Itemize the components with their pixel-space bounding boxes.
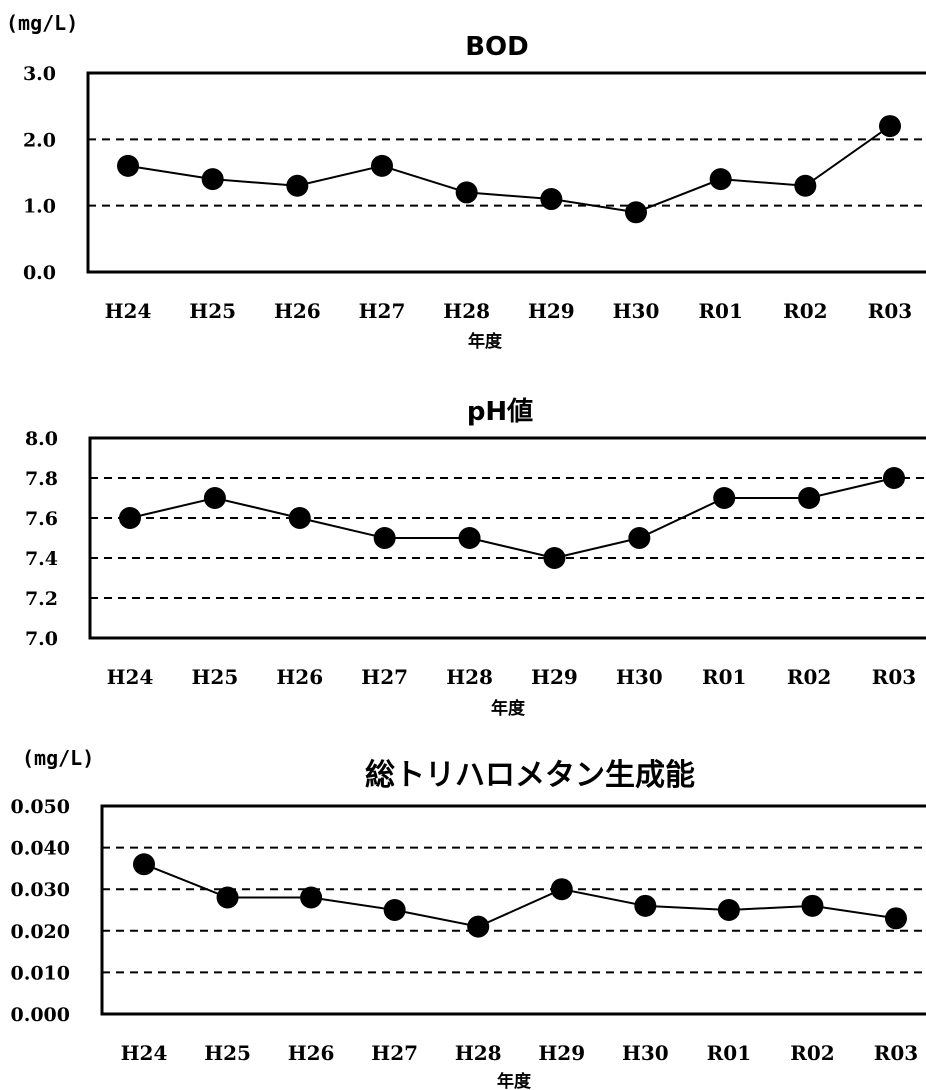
chart-3: 総トリハロメタン生成能 (mg/L) 0.000 0.010 0.020 0.030 0.0… [11, 746, 926, 1090]
y-tick-label: 7.0 [25, 628, 58, 650]
data-point-H29 [540, 188, 563, 211]
x-tick-label: R03 [868, 299, 912, 323]
y-tick-label: 0.030 [11, 879, 71, 901]
y-tick-label: 7.6 [25, 508, 58, 530]
x-tick-label: H26 [288, 1041, 335, 1065]
x-tick-label: H25 [189, 299, 236, 323]
data-point-H25 [203, 487, 226, 509]
x-tick-label: R02 [783, 299, 827, 323]
series-line [127, 125, 891, 214]
x-axis-label: 年度 [491, 698, 526, 719]
series-line [129, 477, 895, 560]
data-point-H27 [371, 154, 393, 177]
x-tick-label: H30 [622, 1041, 669, 1065]
x-tick-label: R03 [874, 1041, 918, 1065]
x-tick-label: H27 [361, 665, 408, 689]
data-point-H28 [467, 915, 490, 938]
x-tick-label: H25 [192, 665, 239, 689]
plot-area [100, 804, 926, 1016]
data-point-H28 [458, 527, 481, 549]
y-tick-label: 2.0 [23, 129, 56, 151]
y-tick-label: 0.0 [23, 262, 56, 284]
data-point-H30 [634, 894, 657, 917]
x-axis-label: 年度 [497, 1071, 532, 1090]
y-tick-label: 0.050 [11, 796, 71, 818]
x-tick-label: H24 [121, 1041, 168, 1065]
data-point-H29 [550, 878, 573, 901]
data-point-H24 [119, 507, 141, 529]
x-tick-label: R01 [707, 1041, 751, 1065]
y-tick-label: 1.0 [23, 196, 56, 218]
x-tick-label: H26 [274, 299, 321, 323]
x-tick-label: H29 [538, 1041, 585, 1065]
data-point-H24 [133, 853, 155, 876]
x-tick-label: R01 [698, 299, 742, 323]
data-point-H30 [625, 201, 647, 224]
y-tick-label: 0.010 [11, 962, 71, 984]
data-point-H26 [288, 507, 311, 529]
data-point-H28 [455, 181, 478, 204]
unit-label: (mg/L) [6, 11, 78, 35]
x-tick-label: H30 [613, 299, 660, 323]
data-point-R01 [717, 899, 740, 921]
y-tick-label: 7.2 [25, 588, 58, 610]
data-point-R03 [879, 115, 901, 138]
y-tick-label: 7.4 [25, 548, 58, 570]
data-point-R02 [794, 174, 817, 197]
y-tick-label: 0.020 [11, 921, 71, 943]
data-point-R03 [885, 907, 907, 930]
chart-title: 総トリハロメタン生成能 [365, 758, 695, 793]
x-tick-label: H28 [455, 1041, 502, 1065]
y-tick-label: 3.0 [23, 63, 56, 85]
x-tick-label: H27 [359, 299, 406, 323]
data-point-H27 [373, 527, 396, 549]
x-tick-label: H24 [105, 299, 152, 323]
unit-label: (mg/L) [22, 746, 94, 770]
data-point-H25 [201, 168, 224, 191]
plot-area [88, 436, 926, 640]
x-axis-label: 年度 [468, 331, 503, 352]
x-tick-label: R01 [702, 665, 746, 689]
chart-title: BOD [465, 32, 529, 62]
x-tick-label: H28 [446, 665, 493, 689]
data-point-R01 [713, 487, 736, 509]
chart-title: pH値 [467, 397, 533, 427]
data-point-H26 [300, 886, 323, 909]
data-point-R03 [883, 467, 905, 489]
data-point-R02 [801, 894, 824, 917]
x-tick-label: R02 [787, 665, 831, 689]
x-tick-label: H24 [107, 665, 154, 689]
data-point-H30 [628, 527, 651, 549]
x-tick-label: H29 [531, 665, 578, 689]
data-point-R02 [798, 487, 821, 509]
data-point-H29 [543, 547, 566, 569]
data-point-H24 [117, 154, 139, 177]
x-tick-label: H25 [204, 1041, 251, 1065]
plot-area [86, 71, 926, 274]
data-point-H25 [216, 886, 239, 909]
chart-1: BOD (mg/L) 0.0 1.0 2.0 3.0 H24 H25 H26 H27 H28 H29 H… [6, 11, 926, 352]
x-tick-label: H30 [616, 665, 663, 689]
x-tick-label: H28 [443, 299, 490, 323]
x-tick-label: H27 [371, 1041, 418, 1065]
y-tick-label: 0.000 [11, 1004, 71, 1026]
x-tick-label: R02 [790, 1041, 834, 1065]
y-tick-label: 0.040 [11, 838, 71, 860]
chart-2: pH値 7.0 7.2 7.4 7.6 7.8 8.0 H24 H25 H26 H27 H28 H29 H… [25, 397, 926, 719]
data-point-H27 [383, 899, 406, 921]
series-line [143, 863, 897, 928]
y-tick-label: 7.8 [25, 468, 58, 490]
x-tick-label: R03 [872, 665, 916, 689]
data-point-H26 [286, 174, 309, 197]
y-tick-label: 8.0 [25, 428, 58, 450]
x-tick-label: H29 [528, 299, 575, 323]
x-tick-label: H26 [276, 665, 323, 689]
data-point-R01 [709, 168, 732, 191]
